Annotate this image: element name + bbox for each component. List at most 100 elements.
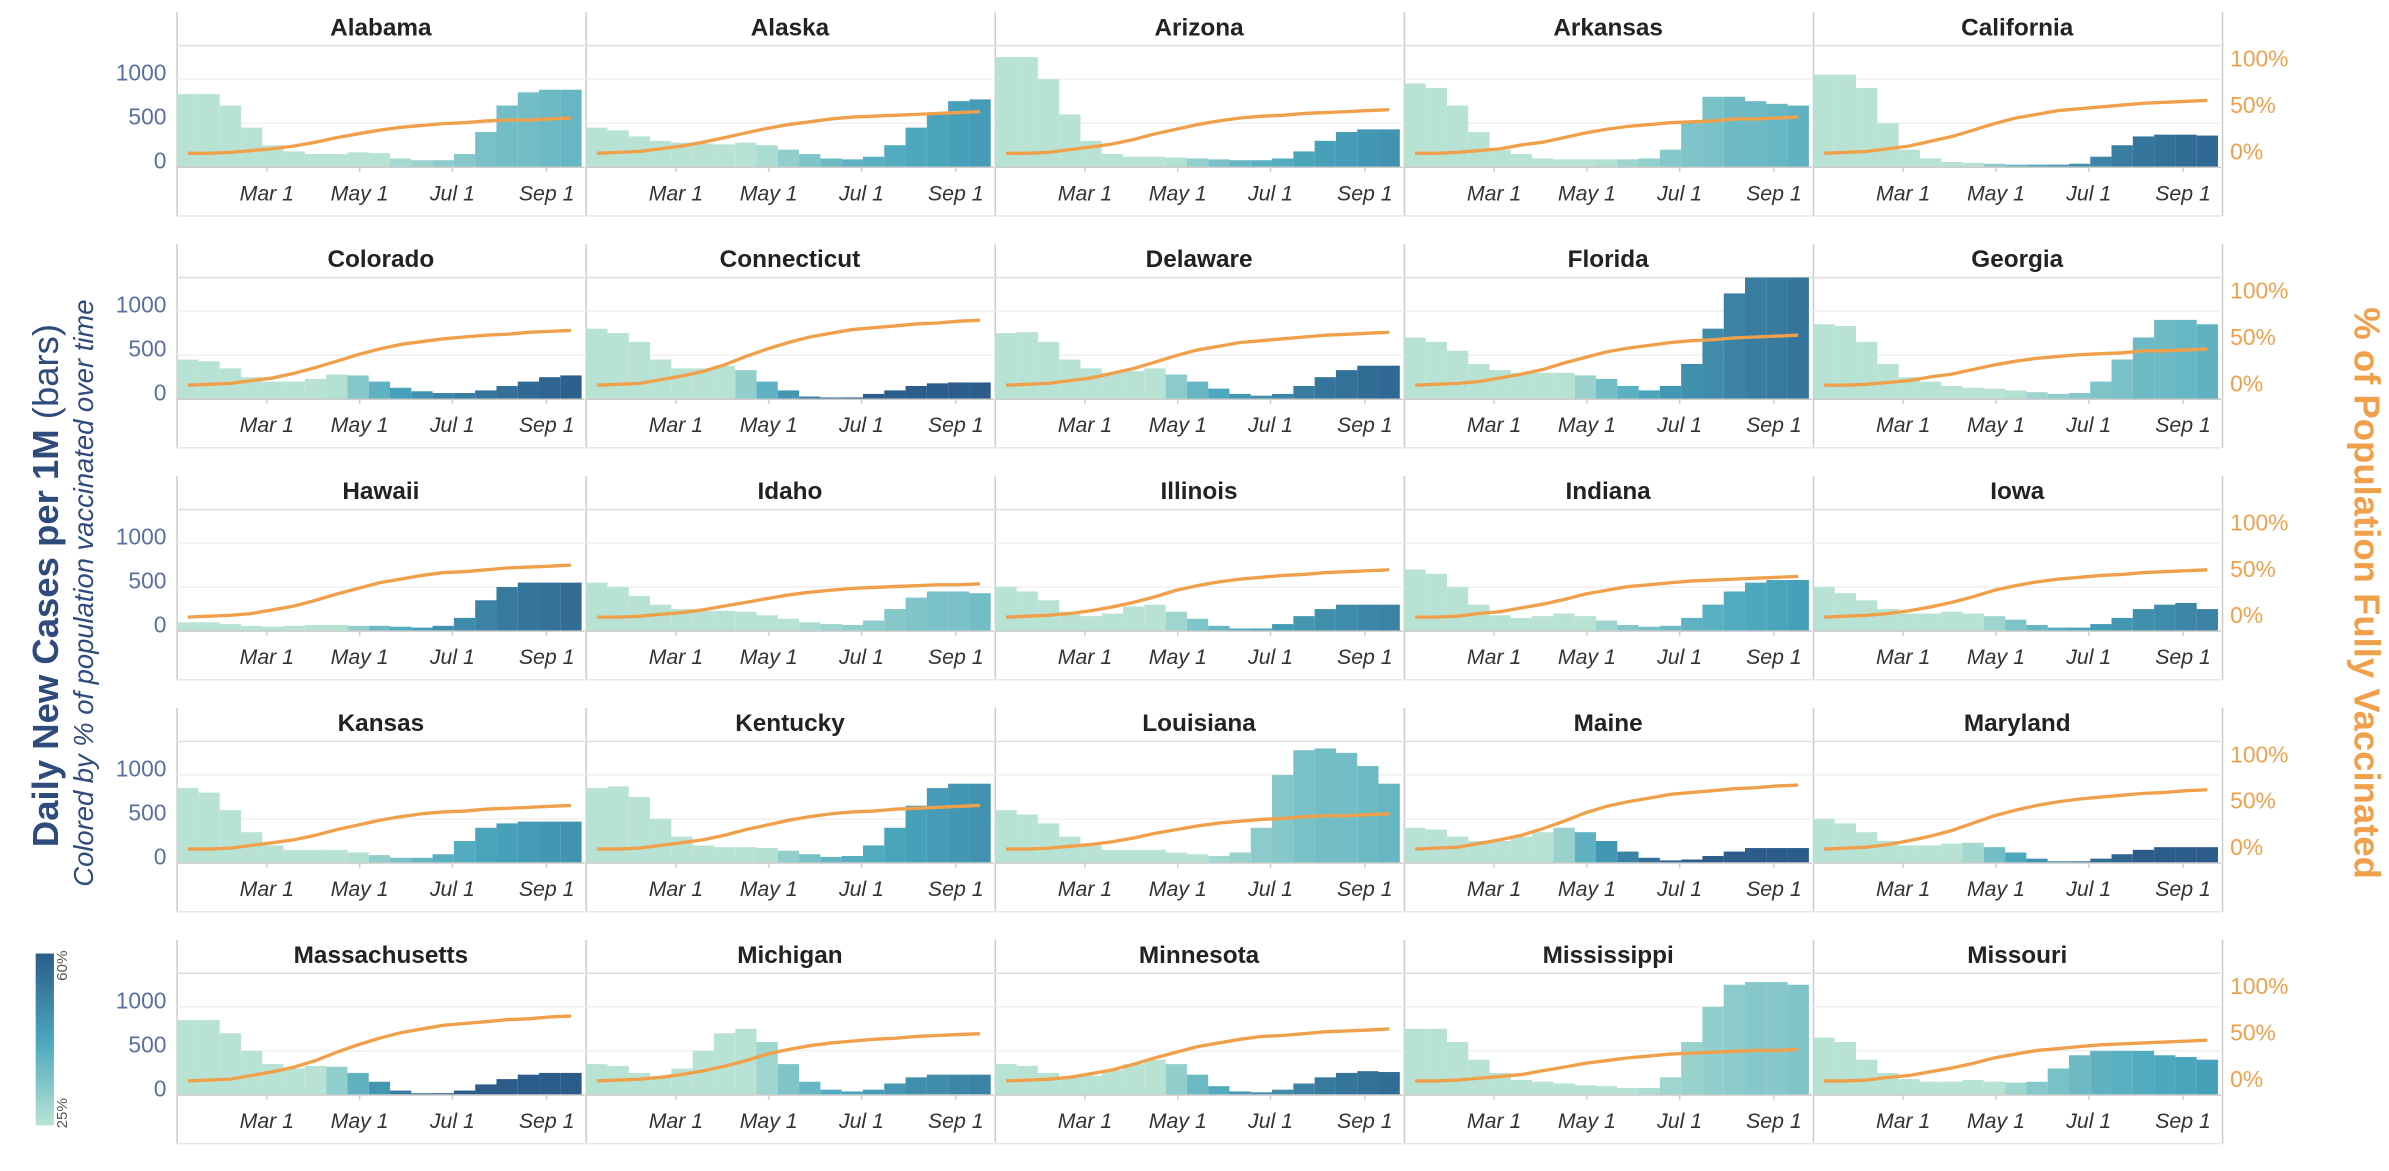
y-tick-label: 500 [128,336,166,362]
bar [560,375,582,400]
x-tick-label: Mar 1 [1467,645,1521,669]
bar [198,792,220,864]
bar [304,154,327,168]
vaccination-line [1824,788,2208,851]
vaccination-line [1824,347,2208,387]
bar [1293,1083,1315,1095]
bar [1617,1087,1639,1095]
bar [1574,375,1596,400]
x-tick-label: Mar 1 [240,181,294,205]
bar [2196,324,2218,400]
bar [517,381,540,400]
vaccination-line [596,582,981,619]
bar [1425,573,1447,632]
x-tick-label: May 1 [1149,1109,1207,1133]
y2-tick-label: 50% [2230,324,2276,350]
x-tick-label: Jul 1 [1247,877,1293,901]
bar [799,622,821,632]
bar [884,390,906,400]
bar [1272,1089,1294,1095]
bar [1510,154,1533,168]
bar [1229,852,1251,864]
bar [1898,1079,1920,1095]
bar [517,92,540,168]
bar [1856,341,1878,400]
bar [1574,1085,1596,1095]
bar [1595,378,1618,400]
bar [995,333,1017,400]
bar [1813,1037,1835,1095]
bar [2196,609,2218,632]
bar [1553,1083,1575,1095]
bar [1037,1072,1060,1095]
bar [1059,611,1081,632]
bar [1553,827,1575,864]
bar [326,624,348,632]
bar [475,600,497,632]
bar [1595,620,1618,632]
bar [560,1072,582,1095]
x-tick-label: Jul 1 [1656,1109,1702,1133]
bar [177,622,199,632]
bar [1919,613,1942,632]
x-tick-label: Sep 1 [1746,877,1802,901]
vaccination-line [596,109,981,155]
bar [1208,1086,1230,1095]
bar [2026,858,2048,864]
y2-axis-title: % of Population Fully Vaccinated [2346,307,2387,879]
bar [368,625,391,632]
panel-title: Minnesota [1139,942,1260,969]
vaccination-line [1415,1047,1799,1083]
x-tick-label: Jul 1 [2065,413,2111,437]
x-tick-label: May 1 [1149,877,1207,901]
bar [905,385,927,400]
vaccination-line [1414,333,1799,387]
bar [1144,849,1166,864]
bar [517,821,540,864]
colorbar-label: 60% [54,950,71,980]
bar [1532,1081,1554,1095]
bar [841,624,863,632]
bar [2132,609,2155,632]
y-tick-label: 1000 [116,292,167,318]
vaccination-line [1824,568,2208,619]
x-tick-label: Sep 1 [2155,413,2211,437]
vaccination-line [1414,783,1799,851]
y-tick-label: 0 [154,1075,167,1101]
y-axis-title: Daily New Cases per 1M (bars) [24,324,65,847]
bar [1144,368,1166,400]
x-tick-label: Sep 1 [928,413,984,437]
bar [1702,328,1724,400]
bar [926,788,949,864]
bar [2111,854,2133,864]
bar [756,1042,778,1095]
bar [1595,841,1618,864]
bar [1335,132,1358,168]
bar [1101,1070,1124,1095]
bar [713,365,736,400]
bar [735,847,757,864]
bar [1787,105,1809,168]
bar [1123,1064,1145,1095]
x-tick-label: Jul 1 [429,413,475,437]
bar [1404,83,1426,168]
bar [1037,823,1060,864]
bar [905,127,927,168]
bar [198,361,220,400]
x-tick-label: May 1 [1149,181,1207,205]
x-tick-label: Mar 1 [1058,1109,1112,1133]
panel-title: Alaska [751,14,830,41]
bar [777,1064,800,1095]
x-tick-label: Sep 1 [1337,413,1393,437]
bar [1080,1075,1102,1095]
bar [390,626,412,632]
x-tick-label: May 1 [740,645,798,669]
bar [1489,370,1511,400]
y2-tick-label: 50% [2230,788,2276,814]
bar [1144,1059,1166,1095]
bar [820,158,842,168]
bar [1941,843,1963,864]
bar [995,587,1017,632]
bar [2005,390,2027,400]
bar [1165,611,1187,632]
